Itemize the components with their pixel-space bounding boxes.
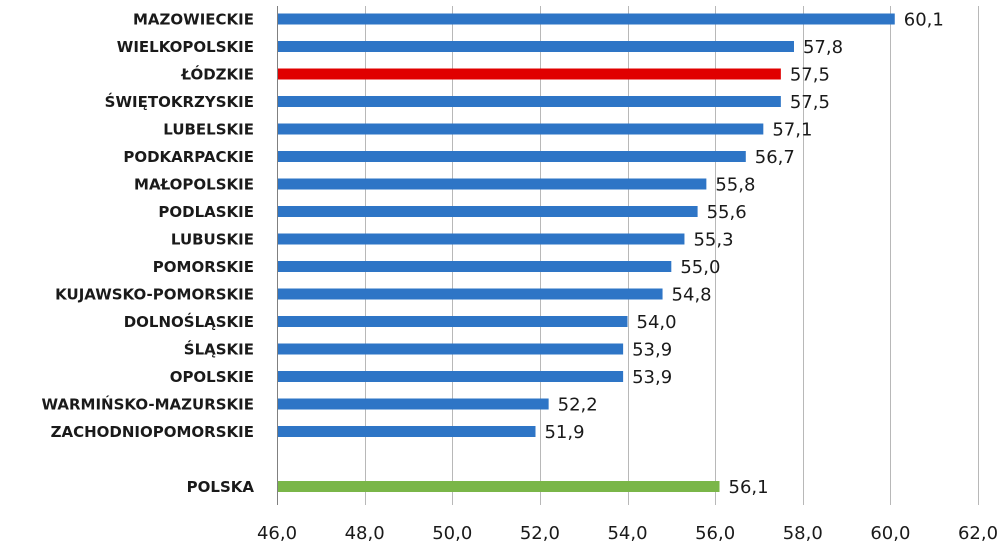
bar [278,13,895,25]
bar [278,481,720,492]
category-label: LUBELSKIE [163,121,254,139]
data-label: 53,9 [632,367,672,388]
bar [278,68,781,80]
bar [278,371,624,382]
category-label: KUJAWSKO-POMORSKIE [55,286,254,304]
bar [278,123,764,135]
data-label: 57,8 [803,37,843,58]
bar [278,316,628,327]
category-label: ZACHODNIOPOMORSKIE [51,423,254,441]
data-label: 55,0 [680,257,720,278]
data-label: 60,1 [904,10,944,31]
bar [278,178,707,190]
category-label: POMORSKIE [153,258,254,276]
bar [278,41,794,52]
x-tick-label: 56,0 [695,523,735,544]
category-label: ŚLĄSKIE [184,340,254,359]
data-label: 57,5 [790,92,830,113]
category-label: POLSKA [187,478,255,496]
gridlines [277,6,979,505]
data-label: 54,0 [637,312,677,333]
x-axis-ticks: 46,0 48,0 50,0 52,0 54,0 56,0 58,0 60,0 62,0 [257,523,998,544]
data-label: 56,7 [755,147,795,168]
category-label: ŚWIĘTOKRZYSKIE [105,92,254,111]
data-label: 53,9 [632,340,672,361]
bar [278,206,698,217]
x-tick-label: 52,0 [520,523,560,544]
bar [278,151,746,162]
category-label: ŁÓDZKIE [180,65,254,84]
category-label: MAŁOPOLSKIE [134,176,254,194]
x-tick-label: 58,0 [783,523,823,544]
value-labels: 60,1 57,8 57,5 57,5 57,1 56,755,8 55,6 55,3 55,0… [544,10,943,499]
bar [278,398,549,410]
x-tick-label: 60,0 [870,523,910,544]
bar [278,233,685,245]
x-tick-label: 50,0 [432,523,472,544]
category-labels: MAZOWIECKIE WIELKOPOLSKIE ŁÓDZKIE ŚWIĘTOKRZ… [42,11,255,497]
data-label: 54,8 [672,285,712,306]
data-label: 51,9 [544,422,584,443]
x-tick-label: 48,0 [345,523,385,544]
x-tick-label: 46,0 [257,523,297,544]
bar [278,343,624,355]
bar [278,426,536,437]
category-label: WARMIŃSKO-MAZURSKIE [42,395,255,414]
bar [278,96,781,107]
x-tick-label: 62,0 [958,523,998,544]
data-label: 55,3 [693,230,733,251]
data-label: 56,1 [729,477,769,498]
data-label: 55,8 [715,175,755,196]
category-label: LUBUSKIE [171,231,254,249]
bars [278,13,895,492]
x-tick-label: 54,0 [607,523,647,544]
data-label: 52,2 [558,395,598,416]
category-label: WIELKOPOLSKIE [117,38,254,56]
category-label: PODLASKIE [158,203,254,221]
category-label: OPOLSKIE [170,368,254,386]
category-label: MAZOWIECKIE [133,11,254,29]
data-label: 57,1 [772,120,812,141]
bar [278,261,672,272]
data-label: 55,6 [707,202,747,223]
bar [278,288,663,300]
data-label: 57,5 [790,65,830,86]
category-label: DOLNOŚLĄSKIE [124,312,254,331]
category-label: PODKARPACKIE [123,148,254,166]
